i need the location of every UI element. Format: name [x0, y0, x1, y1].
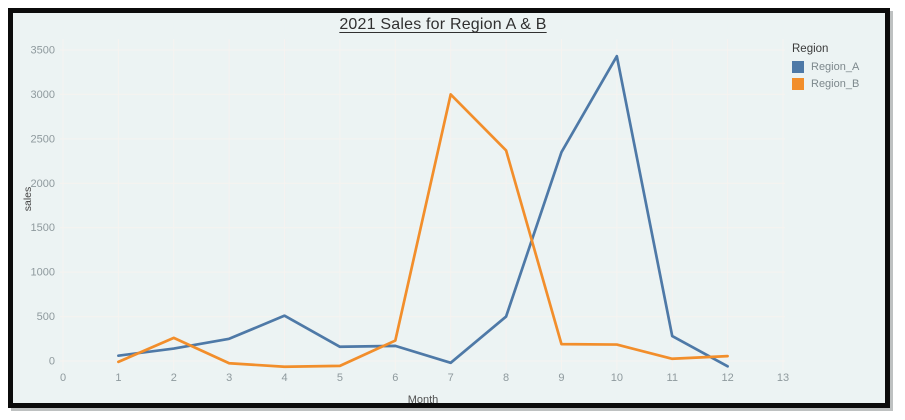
- y-axis-title: sales: [22, 186, 34, 212]
- legend-item-region_a[interactable]: Region_A: [792, 61, 859, 73]
- y-tick-label: 0: [49, 356, 55, 368]
- x-tick-label: 8: [503, 372, 509, 384]
- legend-title: Region: [792, 43, 829, 55]
- x-tick-label: 12: [721, 372, 733, 384]
- x-tick-label: 0: [60, 372, 66, 384]
- x-tick-label: 13: [777, 372, 789, 384]
- legend: Region Region_A Region_B: [792, 43, 859, 95]
- y-tick-label: 2500: [31, 133, 55, 145]
- x-tick-label: 3: [226, 372, 232, 384]
- legend-item-label: Region_A: [811, 61, 860, 73]
- x-tick-label: 4: [281, 372, 287, 384]
- y-tick-label: 2000: [31, 178, 55, 190]
- x-tick-label: 5: [337, 372, 343, 384]
- legend-items: Region_A Region_B: [792, 61, 859, 90]
- legend-item-label: Region_B: [811, 78, 860, 90]
- legend-item-region_b[interactable]: Region_B: [792, 78, 859, 90]
- legend-swatch-icon: [792, 61, 804, 73]
- series-line-region_a: [117, 54, 729, 368]
- legend-swatch-icon: [792, 78, 804, 90]
- y-tick-label: 500: [37, 311, 55, 323]
- chart-title: 2021 Sales for Region A & B: [339, 16, 547, 33]
- line-plot: 0 1 2 3 4 5 6 7 8 9 10 11 12 130500100015002000250030…: [31, 39, 789, 384]
- x-tick-label: 6: [392, 372, 398, 384]
- y-tick-label: 1500: [31, 222, 55, 234]
- series-line-region_b: [117, 93, 729, 369]
- x-axis-title: Month: [407, 394, 439, 406]
- y-tick-label: 3500: [31, 45, 55, 57]
- x-tick-label: 9: [558, 372, 564, 384]
- x-tick-label: 1: [115, 372, 121, 384]
- x-tick-label: 10: [611, 372, 623, 384]
- x-tick-label: 7: [448, 372, 454, 384]
- x-tick-label: 2: [171, 372, 177, 384]
- y-tick-label: 3000: [31, 89, 55, 101]
- x-tick-label: 11: [667, 372, 678, 384]
- chart-frame: 2021 Sales for Region A & B 0 1 2 3 4 5 6 7 8 9 10…: [8, 8, 890, 408]
- y-tick-label: 1000: [31, 267, 55, 279]
